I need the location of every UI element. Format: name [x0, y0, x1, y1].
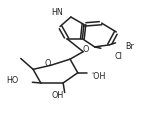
Text: OH: OH [52, 91, 64, 100]
Text: HN: HN [51, 8, 63, 17]
Text: O: O [82, 45, 89, 54]
Text: Cl: Cl [115, 52, 123, 61]
Text: O: O [45, 59, 51, 68]
Text: 'OH: 'OH [92, 72, 106, 81]
Text: Br: Br [126, 42, 134, 51]
Text: HO: HO [6, 76, 18, 85]
